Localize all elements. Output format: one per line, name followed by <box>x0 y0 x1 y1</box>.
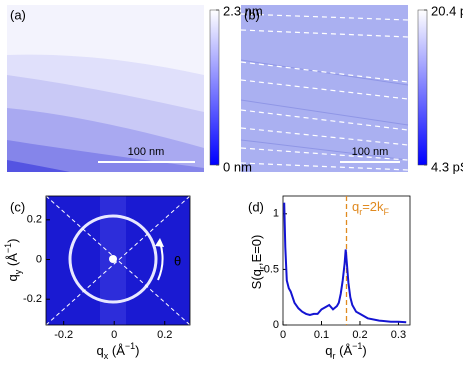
label-part: −1 <box>3 243 13 253</box>
colorbar-label: 0 nm <box>223 159 252 174</box>
x-tick-label: 0 <box>280 329 286 341</box>
label-part: (Å <box>108 343 125 358</box>
plot-frame <box>45 195 191 326</box>
axis-label: qr (Å−1) <box>325 341 366 361</box>
label-part: r <box>359 207 362 217</box>
label-part: q <box>352 199 359 214</box>
label-part: (Å <box>5 253 20 270</box>
panel-label: (d) <box>248 199 264 214</box>
label-part: q <box>97 343 104 358</box>
y-tick-label: 1 <box>273 208 279 220</box>
label-part: (Å <box>336 343 353 358</box>
data-line <box>283 202 407 324</box>
y-tick-label: 0 <box>273 319 279 331</box>
label-part: ,E=0) <box>249 235 264 266</box>
y-tick-label: 0.2 <box>27 214 42 226</box>
x-tick-label: 0.2 <box>352 329 367 341</box>
conductance-image <box>240 5 409 172</box>
label-part: ) <box>5 239 20 243</box>
colorbar <box>417 9 428 166</box>
label-part: =2k <box>362 199 384 214</box>
label-part: −1 <box>125 341 135 351</box>
axis-label: qy (Å−1) <box>3 239 23 282</box>
y-tick-label: 0 <box>36 253 42 265</box>
label-part: F <box>384 207 390 217</box>
label-part: x <box>104 351 109 361</box>
label-part: r <box>257 266 267 269</box>
axis-label: S(qr,E=0) <box>249 235 267 290</box>
annotation: θ <box>174 253 181 268</box>
axis-label: qr=2kF <box>352 199 390 217</box>
label-part: q <box>5 274 20 281</box>
colorbar <box>209 9 220 166</box>
scalebar-label: 100 nm <box>352 146 389 158</box>
x-tick-label: 0.1 <box>314 329 329 341</box>
x-tick-label: 0 <box>111 329 117 341</box>
label-part: q <box>325 343 332 358</box>
fft-image <box>45 195 191 326</box>
axis-label: qx (Å−1) <box>97 341 140 361</box>
x-tick-label: 0.2 <box>157 329 172 341</box>
panel-label: (c) <box>10 199 25 214</box>
x-tick-label: 0.3 <box>391 329 406 341</box>
label-part: S(q <box>249 269 264 289</box>
topography-image <box>7 5 204 172</box>
colorbar-label: 2.3 nm <box>223 3 263 18</box>
label-part: ) <box>135 343 139 358</box>
label-part: ) <box>362 343 366 358</box>
panel-label: (b) <box>244 7 260 22</box>
x-tick-label: -0.2 <box>54 329 73 341</box>
colorbar-label: 4.3 pS <box>431 159 463 174</box>
label-part: y <box>13 269 23 274</box>
y-tick-label: -0.2 <box>23 293 42 305</box>
y-tick-label: 0.5 <box>264 263 279 275</box>
label-part: r <box>333 351 336 361</box>
scalebar-label: 100 nm <box>128 146 165 158</box>
colorbar-label: 20.4 pS <box>431 3 463 18</box>
label-part: −1 <box>352 341 362 351</box>
panel-label: (a) <box>10 7 26 22</box>
